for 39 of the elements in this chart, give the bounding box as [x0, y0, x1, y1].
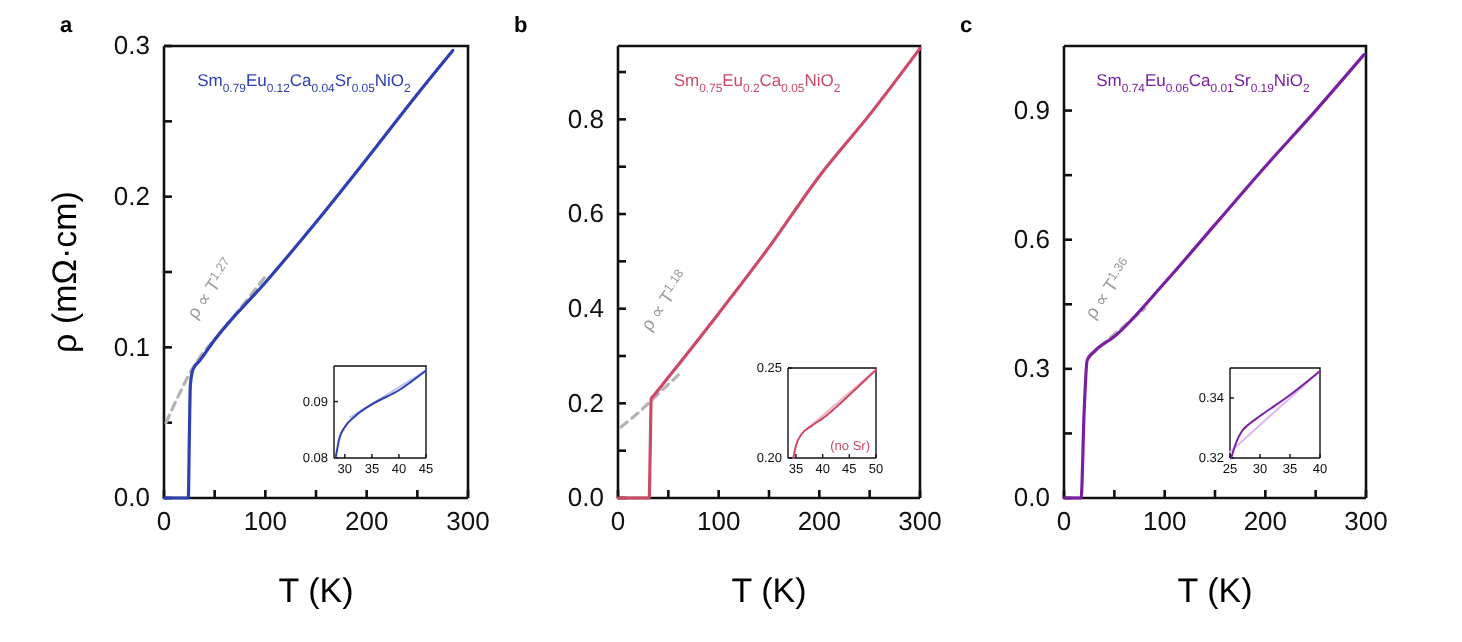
chart-title: b	[514, 14, 528, 38]
y-tick-label: 0.9	[1013, 94, 1050, 125]
x-tick-label: 0	[1056, 506, 1072, 537]
y-tick-label: 0.1	[113, 331, 150, 362]
y-tick-label: 0.2	[567, 387, 604, 418]
y-tick-label: 0.2	[113, 180, 150, 211]
y-tick-label: 0.8	[567, 103, 604, 134]
y-tick-label: 0.0	[567, 482, 604, 513]
x-axis-title: T (K)	[1177, 572, 1253, 610]
y-tick-label: 0.6	[1013, 224, 1050, 255]
line-series	[619, 373, 680, 429]
x-tick-label: 100	[1142, 506, 1187, 537]
line-series	[616, 46, 922, 500]
x-tick-label: 300	[446, 506, 490, 537]
x-tick-label: 300	[1344, 506, 1388, 537]
text: Sm$_{0.79}$Eu$_{0.12}$Ca$_{0.04}$Sr$_{0.05}$NiO$_{2}$	[197, 70, 411, 96]
y-tick-label: 0.3	[113, 30, 150, 61]
x-axis-title: T (K)	[731, 572, 807, 610]
y-tick-label: 0.3	[1013, 353, 1050, 384]
y-tick-label: 0.0	[113, 482, 150, 513]
y-axis-title: ρ (mΩ·cm)	[46, 191, 84, 353]
y-tick-label: 0.4	[567, 293, 604, 323]
y-tick-label: 0.6	[567, 198, 604, 229]
text: Sm$_{0.74}$Eu$_{0.06}$Ca$_{0.01}$Sr$_{0.19}$NiO$_{2}$	[1096, 70, 1310, 96]
x-tick-label: 300	[898, 506, 942, 537]
line-series	[334, 369, 427, 459]
x-tick-label: 200	[797, 506, 842, 537]
x-tick-label: 200	[1243, 506, 1288, 537]
x-tick-label: 100	[243, 506, 288, 537]
y-tick-label: 0.0	[1013, 482, 1050, 513]
chart-title: a	[60, 14, 74, 38]
x-axis-title: T (K)	[278, 572, 354, 610]
annotation: Sm$_{0.75}$Eu$_{0.2}$Ca$_{0.05}$NiO$_{2}$	[673, 70, 841, 96]
x-tick-label: 0	[156, 506, 172, 537]
x-tick-label: 100	[696, 506, 741, 537]
x-tick-label: 0	[610, 506, 626, 537]
chart-title: c	[960, 14, 973, 38]
line-series	[1087, 306, 1147, 358]
x-tick-label: 200	[344, 506, 389, 537]
